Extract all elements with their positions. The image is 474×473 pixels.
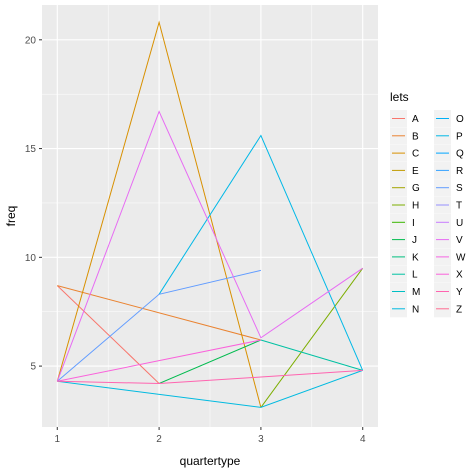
legend-label: X xyxy=(456,270,463,281)
legend-label: J xyxy=(412,235,417,246)
series-line-y xyxy=(57,369,363,385)
legend-item-r: R xyxy=(434,161,463,179)
legend-title: lets xyxy=(390,90,409,104)
y-tick-label: 20 xyxy=(25,35,37,46)
legend-item-b: B xyxy=(390,127,419,145)
series-line-l xyxy=(260,339,363,371)
y-axis-title: freq xyxy=(4,206,18,227)
legend-item-q: Q xyxy=(434,144,464,162)
legend-label: R xyxy=(456,166,463,177)
series-line-j xyxy=(158,339,262,384)
series-line-n xyxy=(57,369,363,408)
legend-item-g: G xyxy=(390,179,420,197)
legend-item-w: W xyxy=(434,248,466,266)
series-line-h xyxy=(260,267,364,408)
legend-label: M xyxy=(412,287,420,298)
series-line-a xyxy=(56,285,160,384)
series-lines xyxy=(56,20,364,408)
legend-item-m: M xyxy=(390,283,420,300)
legend-item-h: H xyxy=(390,196,419,214)
grid-minor xyxy=(42,5,378,427)
legend-item-z: Z xyxy=(434,300,462,318)
legend-item-y: Y xyxy=(434,283,463,300)
grid-major xyxy=(42,5,378,427)
x-tick-label: 2 xyxy=(156,434,162,445)
legend-label: H xyxy=(412,201,419,212)
x-tick-label: 1 xyxy=(54,434,60,445)
legend-label: E xyxy=(412,166,419,177)
legend-label: N xyxy=(412,304,419,315)
legend-item-l: L xyxy=(390,265,418,283)
legend-label: K xyxy=(412,252,419,263)
legend-label: G xyxy=(412,183,420,194)
legend-label: Y xyxy=(456,287,463,298)
legend-item-u: U xyxy=(434,213,463,231)
legend-item-j: J xyxy=(390,231,417,249)
series-line-c xyxy=(56,20,262,408)
series-line-v xyxy=(56,110,363,382)
x-tick-label: 4 xyxy=(360,434,366,445)
y-tick-label: 5 xyxy=(30,362,36,373)
legend-item-a: A xyxy=(390,110,419,127)
x-tick-label: 3 xyxy=(258,434,264,445)
legend-item-e: E xyxy=(390,161,419,179)
y-axis: 5 10 15 20 xyxy=(25,35,42,373)
legend-label: B xyxy=(412,131,419,142)
legend-label: C xyxy=(412,149,419,160)
legend-item-t: T xyxy=(434,196,462,214)
legend-label: T xyxy=(456,201,462,212)
legend-label: Z xyxy=(456,304,462,315)
series-line-x xyxy=(57,339,261,382)
legend-item-o: O xyxy=(434,110,464,127)
legend-item-x: X xyxy=(434,265,463,283)
legend-label: O xyxy=(456,114,464,125)
legend-label: U xyxy=(456,218,463,229)
legend-label: Q xyxy=(456,149,464,160)
y-tick-label: 10 xyxy=(25,253,37,264)
series-line-s xyxy=(56,269,262,382)
legend-item-n: N xyxy=(390,300,419,318)
legend-label: W xyxy=(456,252,466,263)
legend-item-k: K xyxy=(390,248,419,266)
legend-label: P xyxy=(456,131,463,142)
series-line-b xyxy=(57,285,262,341)
x-axis: 1 2 3 4 xyxy=(54,427,366,445)
legend-label: L xyxy=(412,270,418,281)
legend-label: V xyxy=(456,235,463,246)
legend-label: I xyxy=(412,218,415,229)
legend-label: A xyxy=(412,114,419,125)
legend-item-s: S xyxy=(434,179,463,197)
legend-item-p: P xyxy=(434,127,463,145)
legend-item-v: V xyxy=(434,231,463,249)
x-axis-title: quartertype xyxy=(180,454,241,468)
legend-item-c: C xyxy=(390,144,419,162)
series-line-p xyxy=(158,134,364,371)
legend-item-i: I xyxy=(390,213,415,231)
y-tick-label: 15 xyxy=(25,144,37,155)
legend-label: S xyxy=(456,183,463,194)
